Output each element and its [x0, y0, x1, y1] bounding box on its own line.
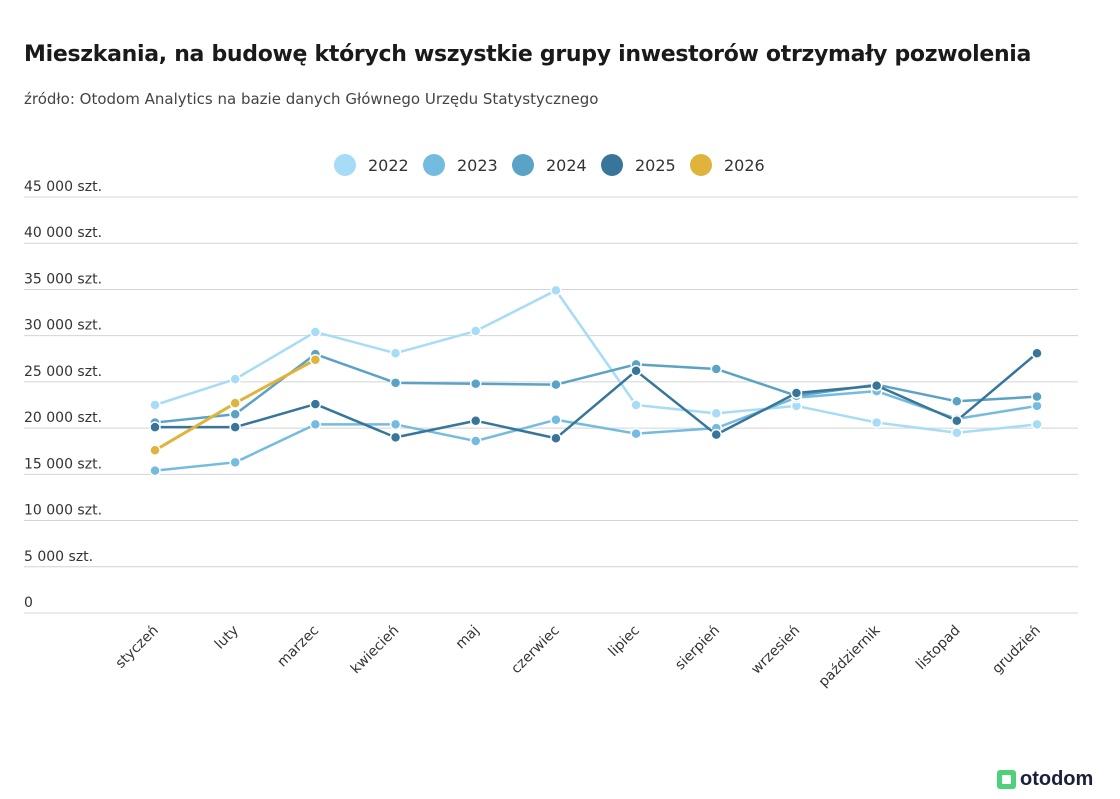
legend-marker-2026 — [690, 154, 712, 176]
data-point — [550, 378, 562, 391]
data-point — [630, 399, 642, 411]
legend-marker-2024 — [512, 154, 534, 176]
data-point — [229, 408, 241, 420]
x-tick-label: lipiec — [606, 623, 643, 660]
x-tick-label: kwiecień — [348, 623, 403, 678]
x-tick-label: czerwiec — [508, 623, 563, 678]
legend-marker-2023 — [423, 154, 445, 176]
y-tick-label: 25 000 szt. — [24, 364, 102, 380]
y-tick-label: 5 000 szt. — [24, 549, 93, 565]
data-point — [870, 416, 883, 429]
data-point — [550, 432, 562, 445]
series-line-2023 — [154, 389, 1038, 472]
series-line-2022 — [154, 289, 1038, 434]
legend-marker-2025 — [601, 154, 623, 176]
data-point — [389, 418, 402, 431]
y-tick-label: 10 000 szt. — [24, 503, 102, 519]
x-tick-label: październik — [816, 622, 884, 690]
y-tick-label: 20 000 szt. — [24, 410, 102, 426]
y-tick-label: 15 000 szt. — [24, 456, 102, 472]
data-point — [229, 456, 241, 469]
data-point — [870, 379, 883, 392]
otodom-logo: otodom — [997, 768, 1093, 791]
x-tick-label: wrzesień — [748, 623, 803, 678]
data-point — [951, 414, 963, 427]
data-point — [469, 435, 482, 447]
x-tick-label: listopad — [913, 623, 964, 674]
data-point — [149, 421, 161, 433]
legend-marker-2022 — [334, 154, 356, 176]
data-point — [229, 397, 241, 409]
data-point — [309, 326, 322, 338]
data-point — [630, 427, 642, 440]
line-chart: 0 5 000 szt. 10 000 szt. 15 000 szt. 20 000 … — [24, 154, 1078, 690]
data-point — [469, 414, 482, 427]
data-point — [389, 347, 402, 359]
data-point — [710, 428, 723, 441]
data-point — [1031, 418, 1043, 431]
data-point — [149, 399, 161, 411]
data-point — [309, 398, 322, 410]
legend-label-2026: 2026 — [724, 156, 765, 175]
x-tick-label: maj — [453, 623, 483, 653]
data-point — [389, 377, 402, 389]
data-point — [469, 377, 482, 390]
data-point — [710, 407, 723, 420]
series-2024 — [149, 348, 1043, 429]
x-tick-label: luty — [212, 623, 242, 653]
data-point — [790, 387, 803, 399]
series-2026 — [149, 353, 322, 457]
data-point — [469, 325, 482, 337]
data-point — [229, 373, 241, 385]
y-tick-label: 0 — [24, 595, 33, 611]
data-point — [710, 363, 723, 375]
x-tick-label: marzec — [274, 623, 322, 671]
data-point — [951, 395, 963, 408]
data-point — [550, 284, 562, 297]
series-2025 — [149, 347, 1043, 445]
data-point — [389, 431, 402, 444]
series-2022 — [149, 284, 1043, 439]
legend-label-2023: 2023 — [457, 156, 498, 175]
x-tick-label: grudzień — [989, 623, 1044, 678]
data-point — [951, 426, 963, 439]
data-point — [1031, 390, 1043, 403]
legend-label-2022: 2022 — [368, 156, 409, 175]
data-point — [309, 353, 322, 366]
legend-label-2025: 2025 — [635, 156, 676, 175]
logo-icon — [997, 770, 1016, 789]
y-tick-label: 35 000 szt. — [24, 271, 102, 287]
y-tick-label: 40 000 szt. — [24, 225, 102, 241]
x-tick-label: sierpień — [672, 623, 723, 674]
chart-subtitle: źródło: Otodom Analytics na bazie danych… — [24, 90, 599, 108]
y-tick-label: 45 000 szt. — [24, 179, 102, 195]
data-point — [630, 365, 642, 377]
data-point — [149, 464, 161, 477]
series-line-2024 — [154, 352, 1038, 424]
legend-label-2024: 2024 — [546, 156, 587, 175]
data-point — [149, 444, 161, 457]
data-point — [550, 414, 562, 426]
data-point — [309, 418, 322, 431]
series-line-2025 — [155, 352, 1038, 440]
logo-text: otodom — [1020, 768, 1094, 790]
y-tick-label: 30 000 szt. — [24, 318, 102, 334]
data-point — [229, 421, 241, 433]
data-point — [1031, 347, 1043, 359]
x-tick-label: styczeń — [113, 623, 162, 672]
chart-title: Mieszkania, na budowę których wszystkie … — [24, 42, 1032, 67]
